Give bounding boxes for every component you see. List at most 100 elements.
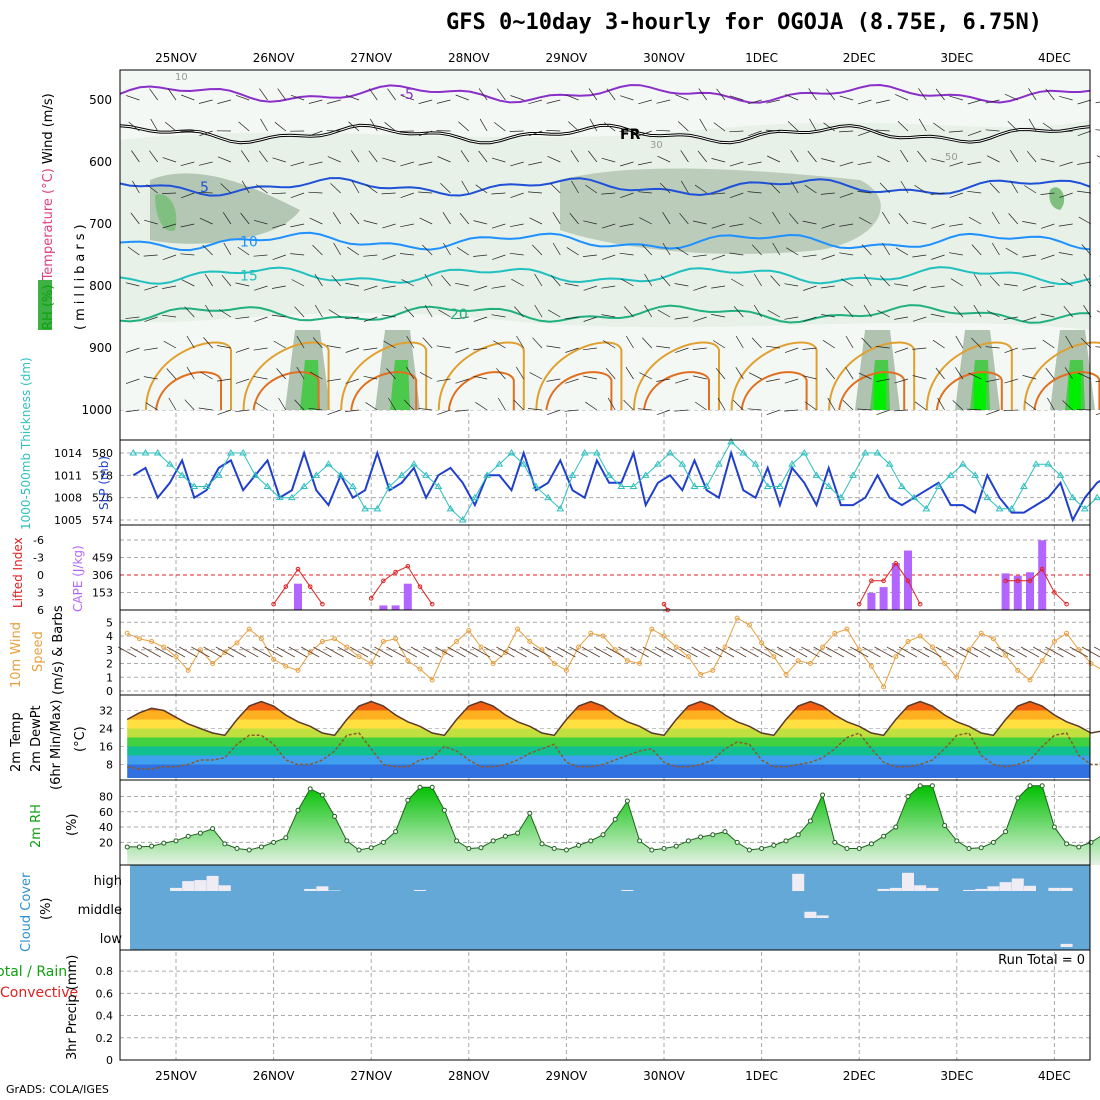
wind-barb [639,217,652,225]
thickness-marker [800,449,809,456]
wind-speed-marker [905,639,911,644]
wind-speed-marker [783,672,789,677]
rh2m-marker [429,784,435,790]
cloud-high-bar [621,889,634,891]
pressure-tick-label: 800 [89,279,112,293]
wind-barb [662,212,671,225]
wind-barb [821,223,835,229]
rh2m-marker [380,839,386,845]
wind-barb [473,347,488,351]
wind-barb [767,309,781,318]
thickness-marker [605,471,613,478]
rh2m-marker [624,798,630,804]
wind-barb-10m [581,646,600,658]
wind-barb [784,409,799,412]
thickness-marker [519,460,528,467]
wind-barb [144,316,158,322]
cloud-high-bar [218,885,231,891]
rh2m-marker [246,847,252,853]
wind-barb [222,212,232,225]
rh2m-marker [344,838,350,844]
x-tick-label-bottom: 2DEC [843,1069,876,1083]
cloud-ylabel: Cloud Cover [19,872,34,952]
wind-tick: 1 [106,671,113,684]
cloud-high-bar [975,888,988,891]
wind-barb [858,216,872,225]
wind-barb [748,372,762,380]
wind-barb [491,192,506,195]
wind-barb [441,275,451,287]
wind-speed-marker [954,674,960,680]
thickness-tick: 580 [92,447,113,460]
wind-barb [235,347,250,353]
x-tick-label-top: 3DEC [940,51,973,65]
rh2m-area [127,785,1100,865]
x-tick-label-top: 29NOV [546,51,588,65]
data-layer [38,70,1100,950]
wind-barb [986,310,1000,318]
wind-barb [625,335,634,349]
thickness-marker [178,471,186,478]
wind-barb [897,121,909,132]
wind-barb [333,242,342,256]
wind-barb [894,347,909,353]
wind-barb-10m [850,646,869,658]
thickness-marker [763,482,772,489]
wind-barb [914,401,927,411]
wind-barb [839,192,854,198]
temp-ylabel-c: (6hr Min/Max) [49,700,64,790]
wind-barb [143,376,158,380]
wind-barb [406,366,415,380]
rh2m-marker [405,797,411,803]
thickness-marker [166,460,174,467]
rh2m-marker [319,792,325,798]
rh2m-marker [588,838,594,844]
wind-barb [291,279,305,287]
thickness-marker [483,471,491,478]
wind-barb [912,254,927,258]
wind-speed-marker [759,640,765,646]
wind-barb [510,192,524,199]
warm-contour [633,341,720,411]
wind-barb [368,88,378,101]
wind-barb [532,337,543,349]
wind-barb [1077,190,1092,194]
wind-barb [256,184,268,194]
wind-barb [419,217,433,225]
wind-barb [181,279,195,287]
thickness-marker [446,504,455,512]
chart-title: GFS 0~10day 3-hourly for OGOJA (8.75E, 6… [446,10,1043,35]
contour-label: FR [620,127,641,143]
rh2m-marker [393,829,399,835]
wind-barb [550,182,561,194]
wind-barb [657,309,671,318]
cape-tick: 306 [92,569,113,582]
wind-barb-10m [923,646,942,658]
temp-ylabel-b: 2m DewPt [29,705,44,772]
wind-barb [839,252,854,256]
wind-barb [350,212,360,225]
wind-barb [900,150,909,163]
wind-barb-10m [496,646,515,658]
cape-bar [379,605,388,610]
wind-barb [566,247,579,256]
wind-barb [180,192,195,199]
wind-barb [692,220,707,225]
wind-barb [509,252,524,256]
wind-barb [601,223,616,229]
rh2m-marker [356,847,362,853]
wind-barb [619,161,634,167]
wind-barb [1010,180,1019,194]
wind-barb [167,88,177,101]
wind-barb [729,130,744,133]
lifted-index-marker [1015,578,1021,584]
wind-barb [803,285,817,291]
wind-speed-marker [490,661,496,666]
wind-barb [619,252,634,256]
wind-barb [680,150,689,163]
wind-barb [1058,223,1073,227]
wind-barb [1078,216,1092,225]
wind-barb [821,254,835,260]
cloud-high-bar [1011,878,1024,891]
wind-barb [662,242,671,256]
